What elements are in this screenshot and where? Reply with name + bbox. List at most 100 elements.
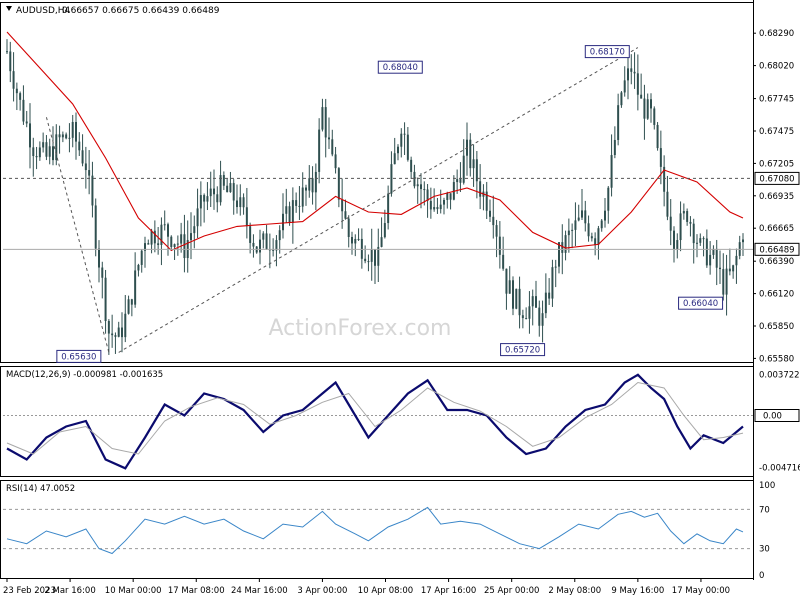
candle-body: [216, 194, 219, 203]
price-level-label: 0.66489: [759, 245, 794, 255]
candle-body: [55, 134, 58, 161]
candle-body: [679, 213, 682, 241]
candle-body: [692, 223, 695, 244]
candle-body: [68, 137, 71, 139]
price-level-label-box: [754, 171, 800, 185]
collapse-arrow-icon: [6, 6, 12, 11]
candle-body: [682, 211, 685, 214]
candle-body: [702, 238, 705, 240]
candle-body: [551, 267, 554, 299]
candle-body: [75, 121, 77, 142]
candle-body: [130, 299, 133, 305]
candle-body: [472, 159, 475, 169]
candle-body: [305, 187, 307, 191]
candle-body: [42, 142, 45, 148]
candle-body: [528, 306, 531, 319]
candle-body: [367, 261, 370, 263]
candle-body: [176, 243, 179, 245]
candle-body: [567, 230, 570, 236]
candle-body: [627, 68, 629, 81]
candle-body: [127, 299, 130, 314]
price-annotation-box: [584, 45, 630, 59]
price-y-tick-label: 0.67745: [759, 95, 794, 105]
candle-body: [58, 134, 61, 138]
candle-body: [666, 191, 669, 217]
candle-body: [636, 73, 639, 95]
candle-body: [535, 296, 537, 308]
chart-ohlc-values: 0.66657 0.66675 0.66439 0.66489: [62, 6, 220, 16]
candle-body: [121, 327, 123, 338]
candle-body: [403, 133, 406, 135]
macd-zero-label-box: [754, 409, 800, 422]
candle-body: [203, 195, 206, 202]
candle-body: [222, 175, 225, 186]
candle-body: [462, 155, 465, 183]
candle-body: [446, 193, 449, 200]
candle-body: [314, 171, 317, 193]
candle-body: [311, 178, 314, 193]
candle-body: [94, 205, 97, 249]
candle-body: [160, 224, 163, 245]
price-candles: [6, 39, 744, 355]
candle-body: [505, 268, 508, 294]
candle-body: [584, 210, 587, 224]
candle-body: [291, 200, 294, 223]
candle-body: [190, 233, 192, 241]
candle-body: [423, 189, 426, 191]
candle-body: [114, 335, 117, 337]
candle-body: [98, 248, 100, 268]
price-annotation-box: [56, 349, 102, 363]
candle-body: [715, 248, 718, 268]
x-axis-tick-label: 17 May 00:00: [672, 586, 730, 596]
candle-body: [242, 197, 245, 208]
candle-body: [722, 269, 725, 295]
candle-body: [173, 244, 176, 248]
candle-body: [318, 129, 321, 172]
candle-body: [459, 179, 462, 183]
candle-body: [84, 163, 87, 171]
candle-body: [742, 239, 744, 243]
candle-body: [219, 175, 222, 203]
candle-body: [735, 255, 738, 266]
price-pane-frame: [0, 2, 754, 363]
candle-body: [633, 71, 636, 74]
candle-body: [12, 71, 15, 89]
candle-body: [400, 133, 403, 147]
candle-body: [275, 240, 278, 251]
rsi-y-tick-label: 100: [759, 481, 775, 491]
macd-line: [6, 373, 744, 470]
x-axis-tick-label: 25 Apr 00:00: [484, 586, 539, 596]
price-y-tick-label: 0.66390: [759, 257, 794, 267]
candle-body: [581, 210, 583, 218]
candle-body: [696, 242, 698, 244]
candle-body: [587, 223, 590, 237]
candle-body: [383, 223, 386, 238]
candle-body: [640, 94, 643, 99]
watermark-text: ActionForex.com: [269, 316, 452, 341]
candle-body: [590, 236, 593, 239]
candle-body: [554, 266, 557, 268]
candle-body: [410, 159, 413, 172]
candle-body: [604, 210, 606, 221]
macd-y-tick-label: 0.003722: [759, 371, 800, 381]
candle-body: [416, 184, 419, 187]
candle-body: [347, 218, 350, 237]
candle-body: [206, 196, 209, 202]
candle-body: [393, 153, 396, 165]
x-axis-tick-label: 17 Mar 08:00: [168, 586, 225, 596]
price-y-tick-label: 0.66935: [759, 192, 794, 202]
candle-body: [689, 221, 692, 224]
candle-body: [620, 92, 623, 106]
candle-body: [107, 321, 110, 334]
candle-body: [429, 200, 432, 210]
candle-body: [676, 240, 679, 250]
candle-body: [48, 146, 51, 157]
candle-body: [22, 99, 25, 122]
candle-body: [183, 234, 186, 259]
candle-body: [469, 139, 472, 169]
candle-body: [328, 137, 330, 140]
candle-body: [370, 249, 373, 262]
candle-body: [699, 238, 702, 243]
x-axis-tick-label: 3 Apr 00:00: [297, 586, 347, 596]
candle-body: [613, 139, 616, 156]
